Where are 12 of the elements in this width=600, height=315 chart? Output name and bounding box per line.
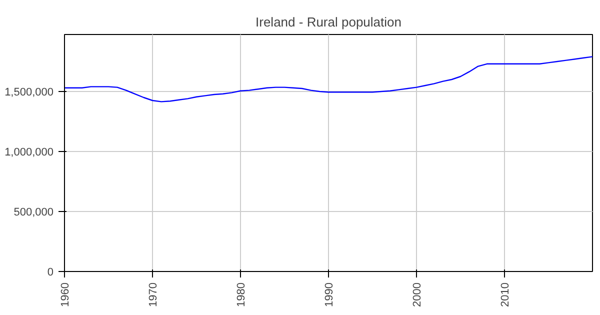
y-tick-label: 1,500,000: [4, 86, 54, 98]
y-tick-label: 500,000: [14, 206, 54, 218]
x-tick-label: 2010: [500, 282, 512, 307]
y-tick-label: 0: [47, 266, 54, 278]
x-tick-label: 2000: [412, 282, 424, 307]
y-tick-label: 1,000,000: [4, 146, 54, 158]
x-tick-label: 1990: [324, 282, 336, 307]
chart-title: Ireland - Rural population: [256, 14, 402, 30]
line-series: [64, 56, 592, 102]
x-tick-label: 1970: [148, 282, 160, 307]
x-tick-label: 1980: [236, 282, 248, 307]
x-tick-label: 1960: [60, 282, 72, 307]
